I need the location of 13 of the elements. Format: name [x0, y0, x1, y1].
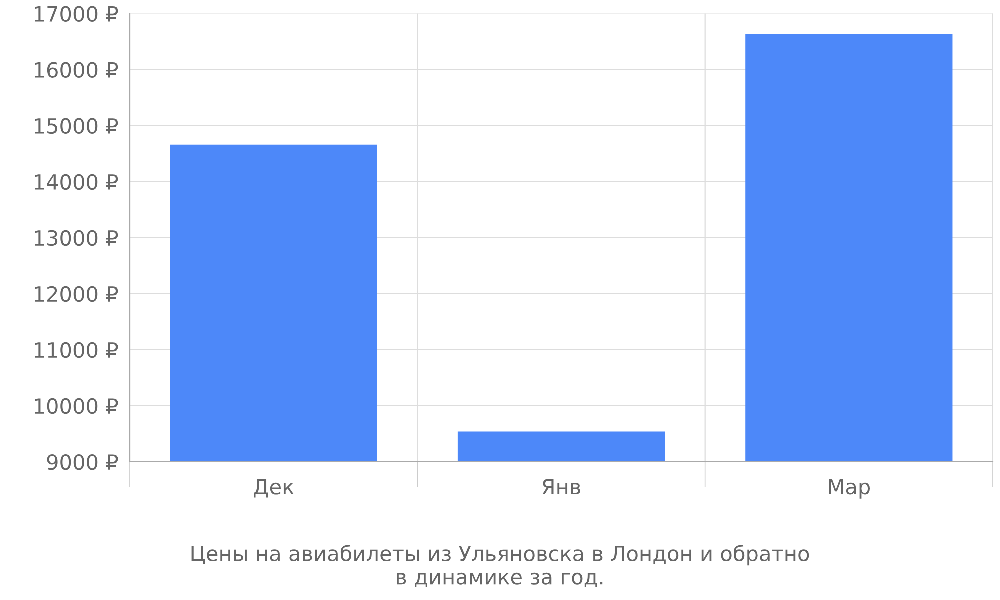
text: Цены на авиабилеты из Ульяновска в Лондон и обратно в динамике за год. — [192, 545, 810, 588]
y-tick-label: 13000 ₽ — [35, 230, 118, 246]
y-tick-label: 15000 ₽ — [35, 118, 118, 134]
y-tick-label: 10000 ₽ — [35, 398, 118, 414]
y-tick-label: 14000 ₽ — [35, 174, 118, 190]
x-tick-label: Дек — [254, 479, 294, 498]
y-tick-label: 12000 ₽ — [35, 286, 118, 302]
y-tick-label: 11000 ₽ — [35, 342, 118, 358]
y-tick-label: 16000 ₽ — [35, 62, 118, 78]
x-tick-label: Янв — [542, 479, 580, 494]
y-tick-label: 17000 ₽ — [35, 6, 118, 22]
y-tick-label: 9000 ₽ — [47, 454, 118, 470]
x-tick-label: Мар — [829, 479, 870, 499]
